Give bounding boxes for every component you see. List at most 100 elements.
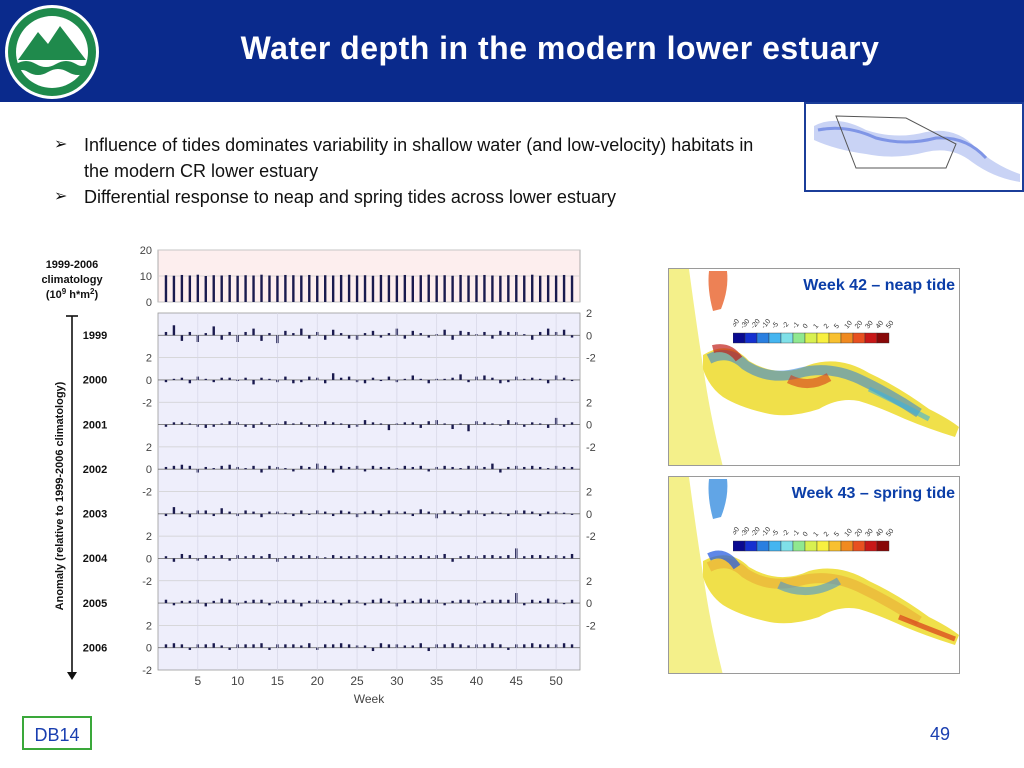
anomaly-bar bbox=[562, 556, 566, 559]
color-scale-tick: -5 bbox=[771, 321, 780, 330]
anomaly-bar bbox=[371, 510, 375, 514]
series-year-label: 2004 bbox=[83, 553, 108, 565]
y-tick-label: 0 bbox=[586, 330, 592, 342]
anomaly-bar bbox=[180, 335, 184, 341]
climatology-bar bbox=[252, 275, 255, 302]
color-scale-legend: -50-30-20-10-5 -2 -1 0 1 2 5 10 20 30 40 50 bbox=[733, 526, 893, 552]
anomaly-bar bbox=[491, 555, 494, 559]
anomaly-bar bbox=[180, 600, 184, 604]
climatology-bar bbox=[562, 274, 566, 302]
climatology-label: climatology bbox=[41, 274, 103, 286]
anomaly-bar bbox=[220, 423, 223, 425]
anomaly-bar bbox=[419, 378, 422, 380]
anomaly-bar bbox=[379, 335, 383, 338]
climatology-bar bbox=[459, 274, 462, 302]
anomaly-bar bbox=[403, 556, 407, 559]
color-scale-swatch bbox=[864, 540, 878, 552]
anomaly-bar bbox=[507, 379, 510, 383]
anomaly-bar bbox=[308, 600, 311, 604]
y-tick-label: 0 bbox=[146, 553, 152, 565]
anomaly-bar bbox=[562, 512, 566, 514]
anomaly-bar bbox=[228, 331, 231, 336]
climatology-bar bbox=[515, 274, 518, 302]
color-scale-tick: 1 bbox=[812, 531, 820, 539]
anomaly-bar bbox=[339, 465, 343, 470]
anomaly-bar bbox=[347, 556, 351, 559]
anomaly-bar bbox=[523, 424, 526, 427]
anomaly-bar bbox=[570, 553, 574, 559]
anomaly-bar bbox=[403, 599, 407, 604]
anomaly-bar bbox=[172, 422, 176, 425]
anomaly-bar bbox=[188, 423, 192, 425]
color-scale-swatch bbox=[804, 540, 818, 552]
anomaly-bar bbox=[523, 556, 526, 559]
color-scale-tick: -1 bbox=[792, 529, 801, 538]
x-tick-label: 45 bbox=[510, 674, 524, 688]
anomaly-bar bbox=[570, 422, 574, 425]
anomaly-bar bbox=[451, 600, 454, 604]
anomaly-bar bbox=[531, 335, 534, 340]
anomaly-bar bbox=[244, 600, 247, 604]
color-scale-tick: -10 bbox=[760, 318, 772, 330]
climatology-bar bbox=[212, 275, 215, 302]
y-tick-label: 0 bbox=[586, 420, 592, 432]
anomaly-bar bbox=[483, 466, 486, 470]
anomaly-bar bbox=[188, 379, 192, 384]
anomaly-bar bbox=[363, 603, 367, 606]
y-tick-label: 2 bbox=[586, 397, 592, 409]
anomaly-bar bbox=[331, 599, 335, 604]
y-tick-label: 0 bbox=[586, 598, 592, 610]
anomaly-bar bbox=[538, 378, 542, 380]
anomaly-bar bbox=[531, 599, 534, 604]
anomaly-bar bbox=[570, 513, 574, 515]
anomaly-bar bbox=[228, 421, 231, 425]
anomaly-bar bbox=[204, 333, 207, 336]
climatology-bar bbox=[300, 275, 303, 302]
anomaly-bar bbox=[260, 422, 263, 425]
x-tick-label: 15 bbox=[271, 674, 285, 688]
anomaly-bar bbox=[451, 466, 454, 470]
climatology-bar bbox=[467, 275, 470, 302]
color-scale-tick: 5 bbox=[833, 323, 841, 331]
climatology-bar bbox=[172, 275, 176, 302]
anomaly-bar bbox=[491, 423, 494, 425]
anomaly-bar bbox=[308, 643, 311, 648]
anomaly-bar bbox=[339, 333, 343, 336]
anomaly-bar bbox=[403, 645, 407, 648]
anomaly-bar bbox=[339, 556, 343, 559]
anomaly-bar bbox=[244, 331, 247, 336]
anomaly-bar bbox=[284, 468, 287, 470]
anomaly-bar bbox=[172, 643, 176, 648]
anomaly-bar bbox=[220, 645, 223, 648]
anomaly-bar bbox=[284, 556, 287, 559]
anomaly-bar bbox=[228, 558, 231, 561]
anomaly-bar bbox=[284, 512, 287, 514]
anomaly-bar bbox=[538, 466, 542, 470]
color-scale-tick: 30 bbox=[864, 320, 874, 331]
anomaly-bar bbox=[292, 333, 295, 336]
map-week-42: Week 42 – neap tide -50 -30 -20 -10 -5 -2 -1 0 1… bbox=[668, 268, 960, 466]
y-tick-label: 2 bbox=[146, 442, 152, 454]
anomaly-bar bbox=[339, 643, 343, 648]
anomaly-bar bbox=[419, 598, 422, 604]
anomaly-bar bbox=[252, 379, 255, 385]
color-scale-swatch bbox=[792, 540, 806, 552]
anomaly-bar bbox=[491, 335, 494, 339]
climatology-bar bbox=[411, 275, 414, 302]
color-scale-tick: 2 bbox=[823, 323, 831, 331]
anomaly-bar bbox=[212, 643, 215, 648]
anomaly-bar bbox=[546, 424, 550, 428]
anomaly-bar bbox=[172, 378, 176, 380]
anomaly-bar bbox=[467, 555, 470, 559]
color-scale-tick: 0 bbox=[802, 323, 810, 331]
anomaly-bar bbox=[531, 422, 534, 425]
anomaly-bar bbox=[467, 379, 470, 383]
color-scale-tick: -30 bbox=[740, 526, 752, 538]
anomaly-bar bbox=[546, 598, 550, 604]
color-scale-tick: -50 bbox=[733, 318, 741, 330]
climatology-bar bbox=[164, 275, 168, 302]
anomaly-bar bbox=[212, 556, 215, 559]
anomaly-bar bbox=[507, 331, 510, 336]
anomaly-bar bbox=[268, 647, 271, 650]
